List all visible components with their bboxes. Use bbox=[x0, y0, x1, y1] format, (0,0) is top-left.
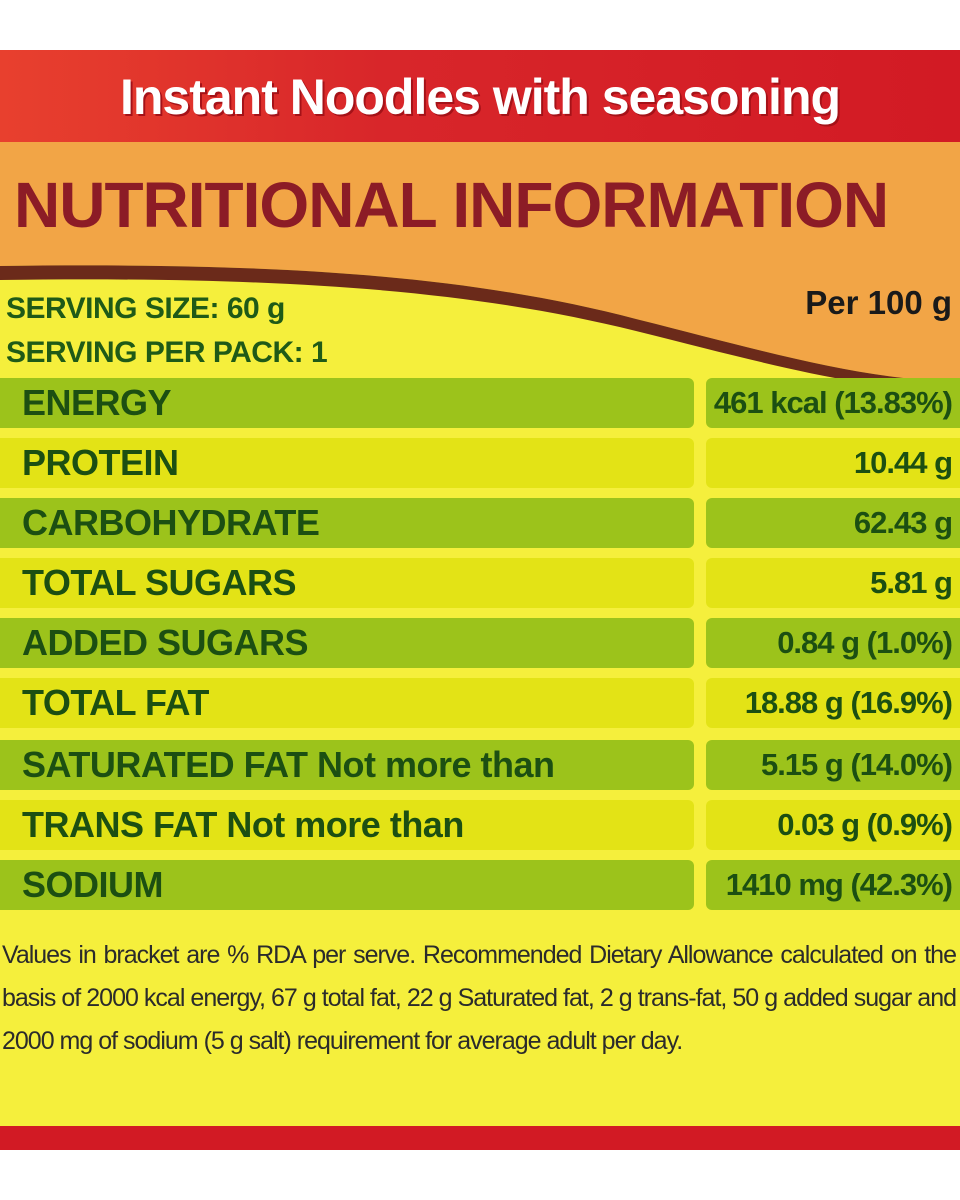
nutrient-name: TRANS FAT Not more than bbox=[0, 800, 694, 850]
nutrient-value: 10.44 g bbox=[706, 438, 960, 488]
product-title: Instant Noodles with seasoning bbox=[119, 69, 841, 125]
top-red-band bbox=[0, 50, 960, 142]
nutrient-value: 0.03 g (0.9%) bbox=[706, 800, 960, 850]
nutrient-name: CARBOHYDRATE bbox=[0, 498, 694, 548]
serving-size: SERVING SIZE: 60 g bbox=[6, 292, 285, 325]
nutrient-row: ADDED SUGARS 0.84 g (1.0%) bbox=[0, 618, 960, 668]
nutrition-label: Instant Noodles with seasoning NUTRITION… bbox=[0, 50, 960, 1150]
nutrient-name: TOTAL SUGARS bbox=[0, 558, 694, 608]
nutrient-row: TRANS FAT Not more than 0.03 g (0.9%) bbox=[0, 800, 960, 850]
nutrient-value: 1410 mg (42.3%) bbox=[706, 860, 960, 910]
nutrient-value: 461 kcal (13.83%) bbox=[706, 378, 960, 428]
nutrient-row: SODIUM 1410 mg (42.3%) bbox=[0, 860, 960, 910]
nutrient-name: PROTEIN bbox=[0, 438, 694, 488]
rda-footnote: Values in bracket are % RDA per serve. R… bbox=[2, 941, 957, 1055]
nutrient-value: 5.81 g bbox=[706, 558, 960, 608]
nutrient-row: TOTAL FAT 18.88 g (16.9%) bbox=[0, 678, 960, 728]
nutrient-value: 5.15 g (14.0%) bbox=[706, 740, 960, 790]
nutrient-row: SATURATED FAT Not more than 5.15 g (14.0… bbox=[0, 740, 960, 790]
nutrient-row: CARBOHYDRATE 62.43 g bbox=[0, 498, 960, 548]
nutrient-value: 0.84 g (1.0%) bbox=[706, 618, 960, 668]
nutrient-row: TOTAL SUGARS 5.81 g bbox=[0, 558, 960, 608]
nutrient-name: ADDED SUGARS bbox=[0, 618, 694, 668]
nutrient-row: PROTEIN 10.44 g bbox=[0, 438, 960, 488]
nutrient-name: ENERGY bbox=[0, 378, 694, 428]
nutrient-name: SODIUM bbox=[0, 860, 694, 910]
bottom-red-band bbox=[0, 1126, 960, 1150]
nutrient-name: TOTAL FAT bbox=[0, 678, 694, 728]
nutrition-heading: NUTRITIONAL INFORMATION bbox=[14, 169, 889, 241]
nutrient-value: 62.43 g bbox=[706, 498, 960, 548]
nutrient-row: ENERGY 461 kcal (13.83%) bbox=[0, 378, 960, 428]
nutrient-value: 18.88 g (16.9%) bbox=[706, 678, 960, 728]
per-basis: Per 100 g bbox=[805, 284, 952, 321]
nutrient-name: SATURATED FAT Not more than bbox=[0, 740, 694, 790]
serving-per-pack: SERVING PER PACK: 1 bbox=[6, 336, 328, 369]
